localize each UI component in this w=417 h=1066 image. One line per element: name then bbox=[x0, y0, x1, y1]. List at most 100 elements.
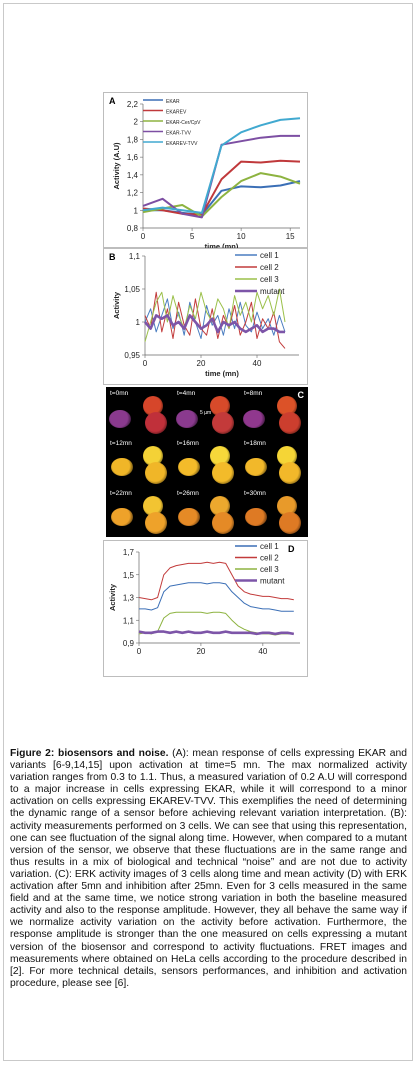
time-label: t=0mn bbox=[110, 390, 129, 397]
microscopy-tile: t=12mn bbox=[107, 438, 169, 486]
y-tick-label: 1 bbox=[134, 206, 139, 215]
y-tick-label: 1,1 bbox=[123, 616, 135, 625]
cell-blob bbox=[178, 458, 200, 476]
series-line-mutant bbox=[144, 314, 285, 334]
cell-blob bbox=[210, 496, 230, 516]
y-axis-label: Activity bbox=[112, 291, 121, 319]
series-line-cell-1 bbox=[144, 298, 286, 339]
series-line-ekarev-tvv bbox=[142, 117, 301, 214]
cell-blob bbox=[210, 446, 230, 466]
cell-blob bbox=[143, 446, 163, 466]
x-tick-label: 40 bbox=[253, 359, 262, 368]
x-tick-label: 40 bbox=[258, 647, 267, 656]
series-line-ekar-cer-cpv bbox=[142, 172, 301, 218]
panel-letter: A bbox=[109, 96, 116, 106]
time-label: t=30mn bbox=[244, 490, 266, 497]
y-tick-label: 1,3 bbox=[123, 594, 135, 603]
time-label: t=22mn bbox=[110, 490, 132, 497]
figure-caption: Figure 2: biosensors and noise. (A): mea… bbox=[10, 748, 407, 990]
microscopy-tile: t=26mn bbox=[174, 488, 236, 536]
cell-blob bbox=[143, 496, 163, 516]
legend-label: cell 2 bbox=[260, 263, 279, 272]
cell-blob bbox=[212, 512, 234, 534]
legend-label: cell 2 bbox=[260, 554, 279, 563]
y-tick-label: 1,8 bbox=[127, 135, 139, 144]
cell-blob bbox=[212, 412, 234, 434]
panel-c-images: t=0mn t=4mn 5 µm t=8mn t=12mn t=16mn t=18mn t=2… bbox=[106, 387, 308, 537]
y-tick-label: 1,4 bbox=[127, 171, 139, 180]
cell-blob bbox=[277, 446, 297, 466]
cell-blob bbox=[277, 496, 297, 516]
y-tick-label: 1,1 bbox=[129, 252, 141, 261]
chart-border bbox=[103, 248, 308, 385]
legend-label: cell 3 bbox=[260, 565, 279, 574]
cell-blob bbox=[279, 512, 301, 534]
microscopy-tile: t=18mn bbox=[241, 438, 303, 486]
microscopy-tile: t=0mn bbox=[107, 388, 169, 436]
y-tick-label: 0,8 bbox=[127, 224, 139, 233]
cell-blob bbox=[245, 508, 267, 526]
legend-label: mutant bbox=[260, 287, 285, 296]
x-axis-label: time (mn) bbox=[205, 242, 239, 248]
cell-blob bbox=[111, 458, 133, 476]
x-tick-label: 0 bbox=[143, 359, 148, 368]
chart-border bbox=[103, 540, 308, 677]
panel-b-chart: 0,95 1 1,05 1,1 0 20 40 B Activity time (mn) cell … bbox=[103, 248, 308, 385]
legend-label: EKAREV-TVV bbox=[166, 141, 198, 147]
x-tick-label: 0 bbox=[137, 647, 142, 656]
panel-a-chart: 0,8 1 1,2 1,4 1,6 1,8 2 2,2 0 5 10 15 A Activity (A.U… bbox=[103, 92, 308, 248]
microscopy-tile: t=8mn bbox=[241, 388, 303, 436]
cell-blob bbox=[176, 410, 198, 428]
series-line-cell-1 bbox=[139, 582, 294, 612]
cell-blob bbox=[145, 512, 167, 534]
y-tick-label: 1,7 bbox=[123, 548, 135, 557]
panel-letter: B bbox=[109, 252, 116, 262]
legend-label: EKAREV bbox=[166, 110, 187, 116]
series-line-ekarev bbox=[142, 159, 301, 216]
legend-label: mutant bbox=[260, 577, 285, 586]
caption-body: (A): mean response of cells expressing E… bbox=[10, 748, 407, 989]
microscopy-tile: t=30mn bbox=[241, 488, 303, 536]
cell-blob bbox=[143, 396, 163, 416]
legend-label: EKAR-Cer/CpV bbox=[166, 120, 201, 126]
y-axis-label: Activity (A.U) bbox=[112, 142, 121, 190]
x-tick-label: 5 bbox=[190, 232, 195, 241]
x-tick-label: 15 bbox=[286, 232, 295, 241]
cell-blob bbox=[145, 412, 167, 434]
scale-bar-label: 5 µm bbox=[200, 410, 212, 416]
legend-label: cell 1 bbox=[260, 251, 279, 260]
y-axis-label: Activity bbox=[108, 583, 117, 611]
y-tick-label: 1,5 bbox=[123, 571, 135, 580]
cell-blob bbox=[111, 508, 133, 526]
y-tick-label: 1,6 bbox=[127, 153, 139, 162]
time-label: t=8mn bbox=[244, 390, 263, 397]
time-label: t=12mn bbox=[110, 440, 132, 447]
legend-label: cell 1 bbox=[260, 542, 279, 551]
cell-blob bbox=[145, 462, 167, 484]
panel-letter: D bbox=[288, 544, 295, 554]
y-tick-label: 0,9 bbox=[123, 639, 135, 648]
y-tick-label: 0,95 bbox=[124, 351, 140, 360]
cell-blob bbox=[279, 412, 301, 434]
time-label: t=4mn bbox=[177, 390, 196, 397]
x-tick-label: 10 bbox=[237, 232, 246, 241]
panel-letter: C bbox=[297, 390, 305, 400]
series-line-cell-2 bbox=[138, 561, 294, 601]
time-label: t=16mn bbox=[177, 440, 199, 447]
cell-blob bbox=[245, 458, 267, 476]
y-tick-label: 2,2 bbox=[127, 100, 139, 109]
chart-border bbox=[103, 92, 308, 248]
y-tick-label: 1,05 bbox=[124, 285, 140, 294]
microscopy-tile: t=22mn bbox=[107, 488, 169, 536]
series-line-mutant bbox=[138, 630, 295, 636]
panel-d-chart: 0,9 1,1 1,3 1,5 1,7 0 20 40 D Activity cell 1 cell … bbox=[103, 540, 308, 677]
x-tick-label: 0 bbox=[141, 232, 146, 241]
x-tick-label: 20 bbox=[196, 647, 205, 656]
y-tick-label: 1 bbox=[136, 318, 141, 327]
x-tick-label: 20 bbox=[197, 359, 206, 368]
time-label: t=18mn bbox=[244, 440, 266, 447]
legend-label: cell 3 bbox=[260, 275, 279, 284]
x-axis-label: time (mn) bbox=[205, 369, 239, 378]
legend-label: EKAR bbox=[166, 99, 180, 105]
time-label: t=26mn bbox=[177, 490, 199, 497]
